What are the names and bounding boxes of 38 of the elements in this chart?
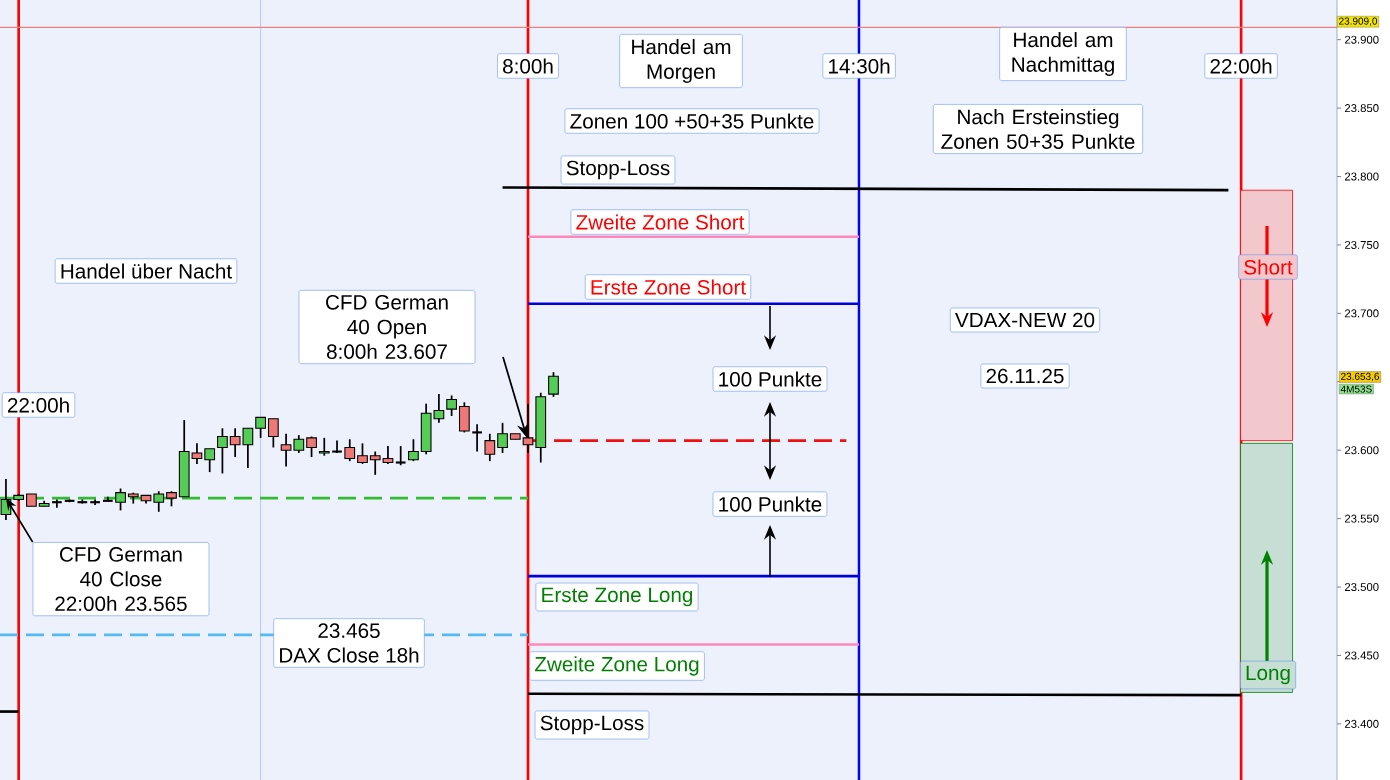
text: 4M53S [1340, 385, 1372, 393]
annotation: 100 Punkte [719, 496, 822, 512]
annotation: Long [1246, 665, 1290, 685]
annotation: Erste Zone Short [591, 279, 746, 295]
y-tick-label: 23.600 [1344, 446, 1379, 455]
annotation: Nach Ersteinstieg Zonen 50+35 Punkte [941, 109, 1135, 149]
annotation: 23.465 [318, 623, 380, 638]
annotation: DAX Close 18h [280, 647, 419, 663]
annotation: Short [1244, 259, 1293, 275]
y-tick-label: 23.500 [1344, 583, 1379, 592]
ref-line-label: 23.909,0 [1339, 17, 1378, 26]
x-tick-label: 14:30h [829, 58, 890, 74]
y-tick-label: 23.850 [1344, 104, 1379, 113]
y-tick-label: 23.800 [1344, 172, 1379, 181]
y-tick-label: 23.900 [1344, 35, 1379, 44]
x-tick-label: 8:00h [503, 58, 553, 74]
y-tick-label: 23.700 [1344, 309, 1379, 318]
annotation: CFD German 40 Close 22:00h 23.565 [55, 547, 187, 612]
y-tick-label: 23.450 [1344, 651, 1379, 660]
annotation: Stopp-Loss [540, 715, 644, 735]
y-tick-label: 23.550 [1344, 514, 1379, 523]
annotation: Handel am Nachmittag [1012, 32, 1114, 76]
text: 23.653,6 [1341, 372, 1380, 382]
y-tick-label: 23.400 [1344, 719, 1379, 728]
annotation: Zweite Zone Short [576, 214, 745, 230]
annotation: 100 Punkte [719, 371, 822, 387]
x-tick-label: 22:00h [1210, 58, 1272, 74]
annotation: 26.11.25 [986, 368, 1064, 384]
annotation: VDAX-NEW 20 [955, 312, 1095, 328]
ref-line-label: 22:00h [7, 397, 69, 413]
annotation: Handel am Morgen [632, 39, 731, 83]
annotation: Zonen 100 +50+35 Punkte [570, 113, 814, 129]
annotation: CFD German 40 Open 8:00h 23.607 [326, 295, 448, 359]
annotation: Erste Zone Long [542, 587, 693, 607]
y-tick-label: 23.750 [1344, 240, 1379, 249]
annotation: Stopp-Loss [566, 160, 670, 180]
annotation: Zweite Zone Long [534, 656, 699, 676]
annotation: Handel über Nacht [61, 263, 232, 279]
